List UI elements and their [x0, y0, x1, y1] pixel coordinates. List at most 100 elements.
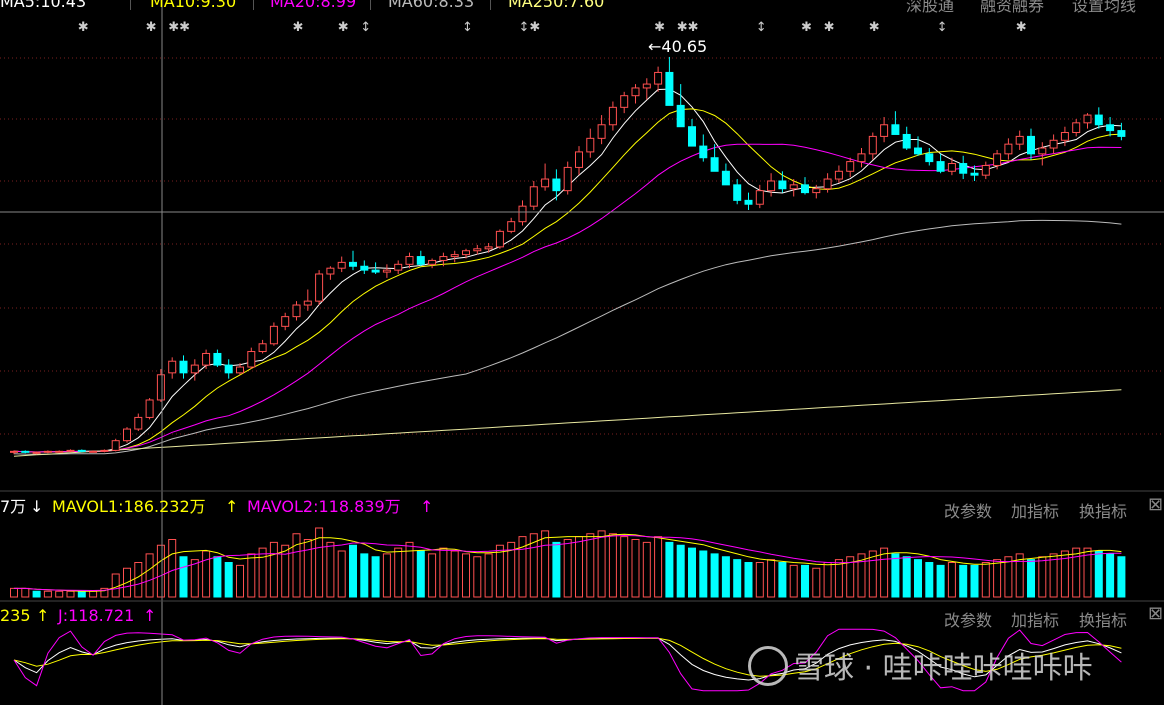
volume-bar — [959, 564, 968, 598]
volume-bar — [936, 564, 945, 598]
event-marker: ↕ — [462, 20, 473, 35]
price-grid — [0, 57, 1164, 435]
mavol2-arrow: ↑ — [420, 497, 434, 516]
candle-body — [608, 106, 617, 126]
candle-body — [744, 199, 753, 205]
candle-body — [688, 126, 696, 147]
volume-bar — [1083, 547, 1092, 598]
volume-bar — [495, 544, 504, 598]
candle-body — [947, 163, 956, 172]
xueqiu-logo-icon — [748, 646, 788, 686]
volume-bar — [721, 556, 730, 598]
volume-bar — [552, 541, 561, 598]
volume-bar — [428, 553, 437, 598]
vol-change-params-button[interactable]: 改参数 — [944, 502, 993, 521]
candle-body — [77, 449, 86, 452]
volume-bar — [439, 547, 448, 598]
candle-body — [1072, 122, 1081, 134]
volume-bar — [89, 590, 98, 598]
event-marker: ↕ — [360, 20, 371, 35]
kdj-lines — [13, 628, 1122, 692]
watermark-text: 雪球 · 哇咔哇咔哇咔咔 — [794, 651, 1093, 686]
candle-body — [439, 256, 448, 261]
kdj-switch-indicator-button[interactable]: 换指标 — [1079, 611, 1128, 630]
candle-body — [1038, 147, 1047, 155]
volume-bar — [213, 556, 222, 598]
vol-add-indicator-button[interactable]: 加指标 — [1011, 502, 1060, 521]
volume-bar — [484, 553, 493, 598]
volume-bar — [1049, 553, 1058, 598]
volume-bar — [914, 559, 922, 598]
volume-bar — [247, 553, 256, 598]
volume-bar — [993, 559, 1002, 598]
volume-bar — [337, 550, 346, 598]
candle-body — [654, 71, 663, 85]
candle-body — [10, 450, 18, 453]
candle-body — [507, 221, 516, 232]
candle-body — [405, 256, 414, 265]
candle-body — [236, 366, 244, 374]
candle-body — [123, 428, 131, 442]
volume-bar — [676, 544, 685, 598]
candle-body — [190, 364, 199, 374]
candle-body — [394, 263, 403, 271]
volume-bar — [575, 536, 583, 598]
kdj-close-icon[interactable]: ⊠ — [1148, 603, 1164, 624]
legend-sep — [253, 0, 254, 10]
candle-body — [812, 188, 821, 194]
volume-bar — [190, 559, 199, 598]
hk-connect-button[interactable]: 深股通 — [906, 0, 955, 15]
candle-body — [1117, 130, 1126, 137]
event-marker: ✱ — [654, 20, 665, 35]
volume-bar — [202, 550, 211, 598]
volume-bar — [1117, 556, 1126, 598]
margin-trading-button[interactable]: 融资融券 — [980, 0, 1045, 15]
candle-body — [269, 325, 278, 345]
candle-body — [981, 164, 990, 176]
volume-bar — [846, 556, 855, 598]
candle-body — [552, 178, 561, 192]
volume-bar — [405, 541, 414, 598]
vol-close-icon[interactable]: ⊠ — [1148, 494, 1164, 515]
volume-bar — [1106, 553, 1115, 598]
volume-bar — [1038, 556, 1047, 598]
ma5-line — [13, 88, 1122, 453]
volume-bar — [269, 541, 278, 598]
moving-average-lines — [13, 88, 1122, 457]
ma60-line — [13, 219, 1122, 455]
candle-body — [586, 137, 595, 153]
candle-body — [1106, 124, 1115, 132]
candle-body — [631, 87, 640, 97]
peak-price-label: ←40.65 — [648, 37, 708, 56]
volume-bar — [303, 539, 312, 598]
candle-body — [789, 184, 798, 190]
candle-body — [1094, 114, 1103, 126]
candle-body — [1015, 135, 1024, 145]
volume-bar — [597, 530, 606, 598]
mavol1-arrow: ↑ — [225, 497, 239, 516]
candle-body — [360, 265, 369, 271]
kdj-change-params-button[interactable]: 改参数 — [944, 611, 993, 630]
event-marker: ✱ — [338, 20, 349, 35]
event-marker: ✱ — [78, 20, 89, 35]
volume-bar — [77, 590, 86, 598]
volume-bar — [145, 553, 154, 598]
candle-body — [1083, 114, 1092, 124]
candle-body — [21, 450, 30, 453]
candle-body — [292, 304, 301, 318]
candle-body — [597, 124, 606, 139]
vol-prefix-arrow: ↓ — [30, 497, 44, 516]
volume-bar — [100, 587, 109, 598]
volume-bar — [382, 553, 391, 598]
candle-body — [891, 124, 900, 135]
candle-body — [914, 147, 922, 155]
kdj-add-indicator-button[interactable]: 加指标 — [1011, 611, 1060, 630]
volume-bar — [1072, 547, 1081, 598]
candle-body — [224, 364, 233, 374]
vol-switch-indicator-button[interactable]: 换指标 — [1079, 502, 1128, 521]
candle-body — [89, 450, 98, 453]
mavol2-line — [14, 534, 1122, 592]
event-marker: ✱ — [1016, 20, 1027, 35]
candle-body — [529, 186, 538, 207]
set-ma-button[interactable]: 设置均线 — [1072, 0, 1137, 15]
